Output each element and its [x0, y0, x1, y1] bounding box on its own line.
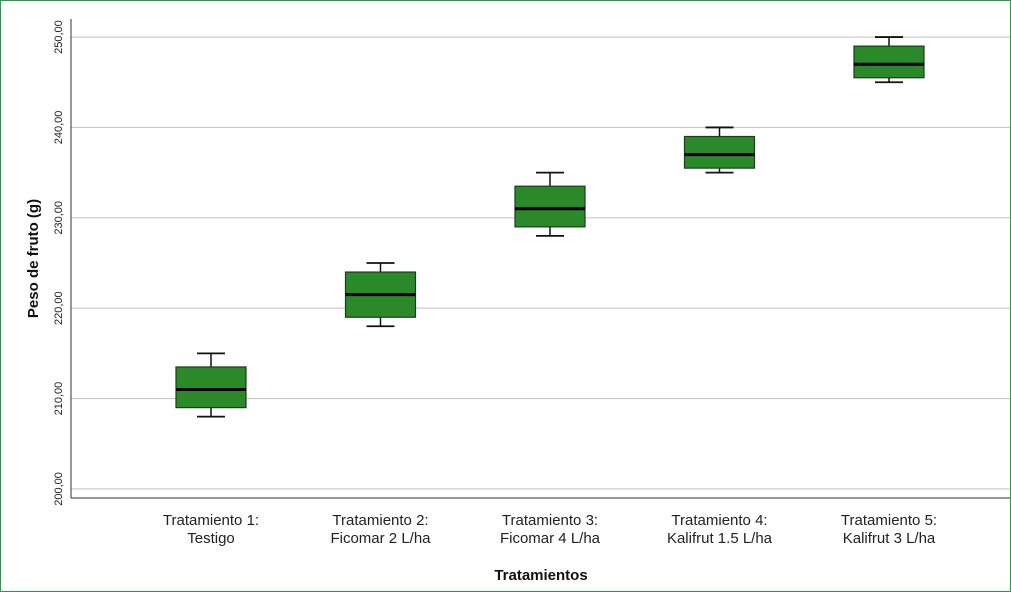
y-tick-labels: 200,00 210,00 220,00 230,00 240,00 250,00	[53, 20, 65, 506]
y-tick-label-240: 240,00	[53, 111, 65, 145]
box-1	[175, 352, 247, 418]
x-category-label-4-line2: Kalifrut 1.5 L/ha	[667, 530, 773, 547]
box-iqr	[853, 45, 925, 79]
box-5	[853, 36, 925, 84]
box-iqr	[683, 135, 756, 169]
x-category-label-5-line1: Tratamiento 5:	[841, 512, 937, 529]
x-category-label-2-line2: Ficomar 2 L/ha	[330, 530, 431, 547]
y-tick-label-200: 200,00	[53, 472, 65, 506]
x-category-label-2-line1: Tratamiento 2:	[332, 512, 428, 529]
boxes	[175, 36, 925, 418]
x-axis-title: Tratamientos	[494, 567, 587, 584]
x-category-label-1-line2: Testigo	[187, 530, 235, 547]
x-category-label-4-line1: Tratamiento 4:	[671, 512, 767, 529]
y-tick-label-230: 230,00	[53, 201, 65, 235]
x-category-label-5-line2: Kalifrut 3 L/ha	[843, 530, 936, 547]
y-tick-label-220: 220,00	[53, 291, 65, 325]
box-2	[344, 262, 417, 328]
box-iqr	[175, 366, 247, 409]
y-axis-title: Peso de fruto (g)	[25, 199, 42, 318]
y-tick-label-210: 210,00	[53, 382, 65, 416]
x-category-label-1-line1: Tratamiento 1:	[163, 512, 259, 529]
axes	[70, 19, 1010, 499]
x-category-label-3-line1: Tratamiento 3:	[502, 512, 598, 529]
x-category-label-3-line2: Ficomar 4 L/ha	[500, 530, 601, 547]
box-iqr	[514, 185, 586, 228]
box-3	[514, 171, 586, 237]
box-4	[683, 126, 756, 174]
grid-lines	[71, 36, 1010, 490]
y-tick-label-250: 250,00	[53, 20, 65, 54]
